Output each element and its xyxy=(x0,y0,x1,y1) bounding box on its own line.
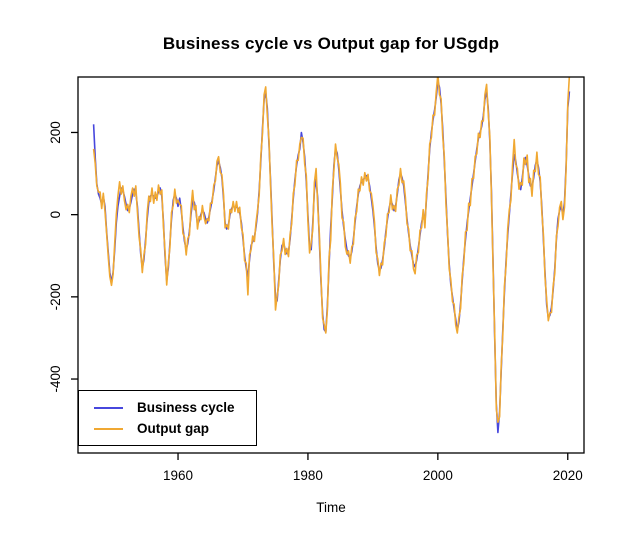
y-tick-label: 200 xyxy=(48,121,63,144)
y-tick-label: -400 xyxy=(48,366,63,393)
legend-item: Output gap xyxy=(79,421,256,437)
plot-title: Business cycle vs Output gap for USgdp xyxy=(162,34,500,53)
legend-label: Output gap xyxy=(137,421,209,436)
x-tick-label: 1960 xyxy=(163,468,193,483)
output-gap-series-line xyxy=(92,77,571,424)
output-gap-line-sample xyxy=(94,427,123,430)
x-tick-label: 2020 xyxy=(553,468,583,483)
legend-item: Business cycle xyxy=(79,400,256,416)
y-tick-label: 0 xyxy=(48,211,63,219)
y-tick-label: -200 xyxy=(48,283,63,310)
x-tick-label: 2000 xyxy=(423,468,453,483)
plot-frame xyxy=(77,76,585,454)
business-cycle-line-sample xyxy=(94,406,123,409)
legend: Business cycle Output gap xyxy=(78,390,257,446)
x-tick-label: 1980 xyxy=(293,468,323,483)
legend-label: Business cycle xyxy=(137,400,235,415)
x-axis-title: Time xyxy=(316,500,346,515)
